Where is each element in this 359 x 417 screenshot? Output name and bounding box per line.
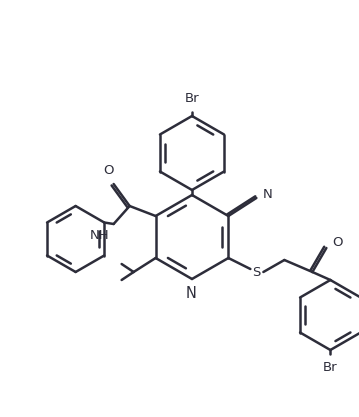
- Text: O: O: [332, 236, 343, 249]
- Text: Br: Br: [185, 92, 199, 105]
- Text: S: S: [252, 266, 261, 279]
- Text: Br: Br: [323, 361, 338, 374]
- Text: N: N: [262, 188, 272, 201]
- Text: O: O: [103, 164, 114, 177]
- Text: N: N: [186, 286, 196, 301]
- Text: NH: NH: [90, 229, 109, 242]
